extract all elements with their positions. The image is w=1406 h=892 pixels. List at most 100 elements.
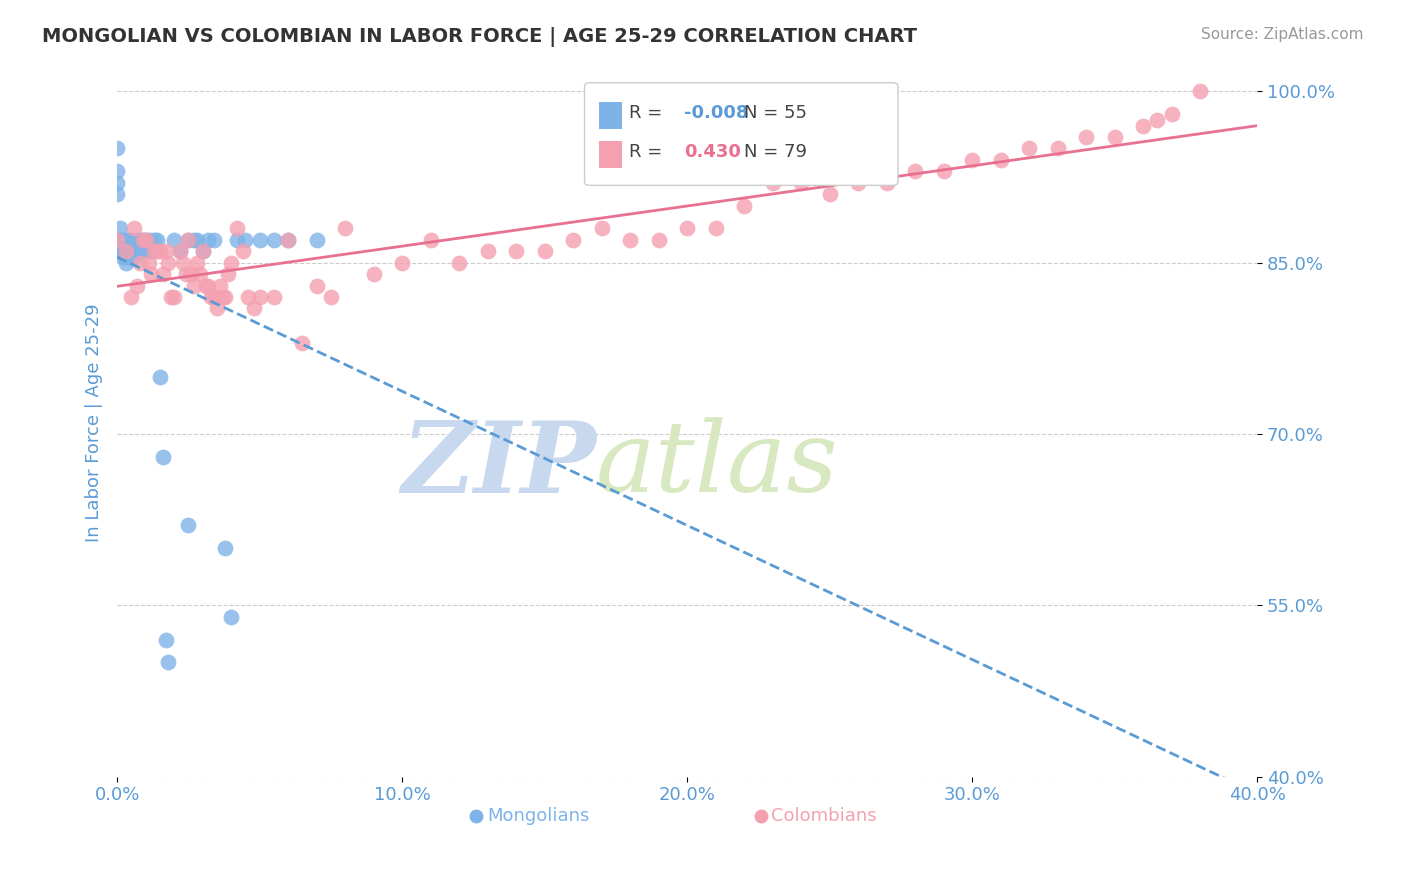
- Point: [263, 233, 285, 247]
- Point: [124, 244, 146, 259]
- Point: [141, 244, 163, 259]
- Point: [108, 221, 131, 235]
- Point: [157, 656, 180, 670]
- Point: [333, 221, 356, 235]
- Point: [876, 176, 898, 190]
- Point: [146, 233, 169, 247]
- Point: [114, 244, 136, 259]
- Point: [117, 250, 139, 264]
- Point: [111, 250, 134, 264]
- Point: [105, 176, 128, 190]
- Point: [790, 176, 813, 190]
- Text: -0.008: -0.008: [683, 104, 748, 122]
- Point: [232, 244, 254, 259]
- Point: [1018, 141, 1040, 155]
- Point: [180, 267, 202, 281]
- Point: [135, 233, 157, 247]
- Point: [127, 278, 149, 293]
- Point: [120, 290, 142, 304]
- Point: [211, 290, 233, 304]
- Y-axis label: In Labor Force | Age 25-29: In Labor Force | Age 25-29: [86, 303, 103, 542]
- Point: [135, 233, 157, 247]
- Text: R =: R =: [628, 104, 668, 122]
- Point: [163, 233, 186, 247]
- Point: [172, 256, 194, 270]
- Point: [114, 256, 136, 270]
- Text: R =: R =: [628, 143, 673, 161]
- Point: [208, 278, 231, 293]
- Point: [186, 233, 208, 247]
- Text: ZIP: ZIP: [401, 417, 596, 514]
- Text: 0.430: 0.430: [683, 143, 741, 161]
- Point: [160, 290, 183, 304]
- Point: [132, 233, 155, 247]
- Point: [114, 233, 136, 247]
- Point: [129, 244, 152, 259]
- Point: [183, 233, 205, 247]
- Point: [149, 244, 172, 259]
- Point: [143, 233, 166, 247]
- Point: [219, 256, 242, 270]
- Point: [105, 187, 128, 202]
- Point: [105, 233, 128, 247]
- FancyBboxPatch shape: [599, 141, 621, 168]
- Point: [1189, 84, 1212, 98]
- Point: [146, 244, 169, 259]
- Text: atlas: atlas: [596, 417, 838, 513]
- Point: [238, 290, 260, 304]
- Point: [990, 153, 1012, 167]
- Text: Colombians: Colombians: [770, 806, 877, 824]
- Point: [533, 244, 555, 259]
- Point: [169, 244, 191, 259]
- Point: [202, 233, 225, 247]
- Point: [114, 244, 136, 259]
- Point: [562, 233, 585, 247]
- Point: [619, 233, 641, 247]
- Point: [477, 244, 499, 259]
- Point: [186, 256, 208, 270]
- Point: [120, 233, 142, 247]
- Point: [155, 632, 177, 647]
- Point: [129, 256, 152, 270]
- Point: [733, 198, 755, 212]
- Point: [846, 176, 869, 190]
- Point: [191, 244, 214, 259]
- Point: [960, 153, 983, 167]
- Point: [219, 609, 242, 624]
- Point: [200, 290, 222, 304]
- Point: [127, 233, 149, 247]
- Point: [120, 250, 142, 264]
- Point: [505, 244, 527, 259]
- Point: [249, 233, 271, 247]
- Point: [117, 244, 139, 259]
- Point: [391, 256, 413, 270]
- Point: [157, 256, 180, 270]
- Point: [818, 187, 841, 202]
- Point: [291, 335, 314, 350]
- Point: [141, 267, 163, 281]
- Point: [127, 244, 149, 259]
- Point: [1160, 107, 1182, 121]
- Point: [263, 290, 285, 304]
- Point: [647, 233, 669, 247]
- Point: [243, 301, 266, 316]
- Point: [235, 233, 257, 247]
- Point: [1046, 141, 1069, 155]
- Point: [124, 250, 146, 264]
- Point: [194, 278, 217, 293]
- Point: [1132, 119, 1154, 133]
- Point: [1074, 130, 1097, 145]
- Point: [124, 221, 146, 235]
- Point: [129, 233, 152, 247]
- Point: [225, 221, 247, 235]
- Point: [197, 278, 219, 293]
- Point: [152, 267, 174, 281]
- Point: [197, 233, 219, 247]
- Point: [1104, 130, 1126, 145]
- Point: [319, 290, 342, 304]
- Point: [449, 256, 471, 270]
- Point: [762, 176, 785, 190]
- Point: [305, 233, 328, 247]
- Point: [676, 221, 699, 235]
- Point: [120, 244, 142, 259]
